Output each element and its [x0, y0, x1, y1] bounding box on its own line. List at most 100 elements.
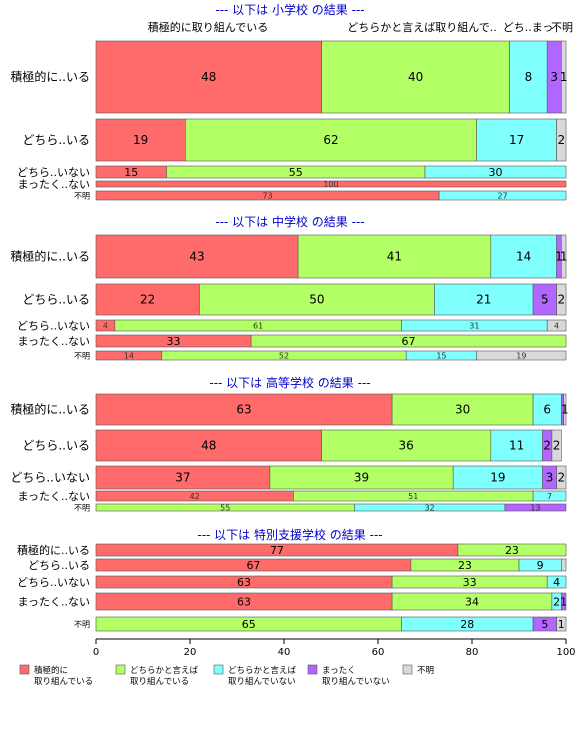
data-label: 33	[463, 576, 477, 589]
category-label: どちら..いない	[17, 576, 90, 589]
section-title: --- 以下は 中学校 の結果 ---	[215, 214, 364, 229]
data-label: 2	[553, 439, 561, 453]
data-label: 13	[530, 504, 540, 513]
category-label: どちら..いない	[10, 471, 90, 485]
data-label: 33	[167, 335, 181, 348]
data-label: 5	[541, 293, 549, 307]
data-label: 43	[189, 250, 204, 264]
data-label: 2	[557, 133, 565, 147]
data-label: 50	[309, 293, 324, 307]
bar-segment	[476, 350, 567, 361]
data-label: 39	[354, 471, 369, 485]
data-label: 30	[489, 166, 503, 179]
bar-segment	[438, 190, 567, 201]
x-tick-label: 100	[556, 647, 575, 658]
category-label: 不明	[74, 352, 90, 361]
data-label: 5	[541, 618, 548, 631]
data-label: 37	[175, 471, 190, 485]
data-label: 52	[279, 352, 289, 361]
legend-swatch	[115, 664, 126, 675]
data-label: 65	[242, 618, 256, 631]
x-tick-label: 0	[93, 647, 99, 658]
data-label: 67	[402, 335, 416, 348]
column-header: 不明	[551, 21, 573, 34]
bar-segment	[95, 40, 322, 114]
legend-swatch	[402, 664, 413, 675]
legend-swatch	[307, 664, 318, 675]
data-label: 2	[553, 596, 560, 609]
legend-swatch	[213, 664, 224, 675]
data-label: 73	[262, 192, 272, 201]
bar-segment	[95, 234, 299, 279]
bar-segment	[556, 465, 567, 490]
legend-swatch	[19, 664, 30, 675]
data-label: 3	[550, 70, 558, 84]
column-header: どちらかと言えば取り組んで..	[347, 21, 496, 34]
category-label: どちら..いる	[22, 293, 90, 307]
bar-segment	[509, 40, 548, 114]
x-tick-label: 40	[278, 647, 291, 658]
category-label: 積極的に..いる	[10, 249, 90, 264]
x-tick-label: 60	[372, 647, 385, 658]
data-label: 1	[558, 618, 565, 631]
column-header: どち..まっ	[503, 21, 554, 34]
data-label: 8	[525, 70, 533, 84]
data-label: 41	[387, 250, 402, 264]
data-label: 30	[455, 403, 470, 417]
data-label: 14	[124, 352, 134, 361]
data-label: 1	[555, 250, 563, 264]
data-label: 7	[547, 492, 552, 501]
data-label: 23	[458, 559, 472, 572]
data-label: 15	[436, 352, 446, 361]
bar-segment	[546, 319, 567, 332]
category-label: 積極的に..いる	[10, 69, 90, 84]
category-label: どちら..いる	[22, 439, 90, 453]
bar-segment	[476, 118, 557, 162]
bar-segment	[532, 490, 567, 502]
bar-segment	[563, 393, 567, 426]
x-tick-label: 80	[466, 647, 479, 658]
data-label: 4	[554, 322, 559, 331]
bar-segment	[504, 503, 567, 512]
bar-segment	[560, 558, 567, 572]
data-label: 63	[236, 403, 251, 417]
bar-segment	[95, 118, 186, 162]
data-label: 17	[509, 133, 524, 147]
data-label: 1	[560, 596, 567, 609]
category-label: どちら..いない	[17, 166, 90, 179]
category-label: まったく..ない	[17, 178, 90, 191]
data-label: 4	[103, 322, 108, 331]
legend-label: 取り組んでいない	[322, 676, 390, 687]
data-label: 1	[560, 70, 568, 84]
category-label: どちら..いない	[17, 320, 90, 333]
data-label: 77	[270, 544, 284, 557]
category-label: 積極的に..いる	[17, 543, 90, 557]
bar-segment	[560, 40, 567, 114]
data-label: 6	[543, 403, 551, 417]
data-label: 63	[237, 576, 251, 589]
data-label: 2	[543, 439, 551, 453]
data-label: 55	[220, 504, 230, 513]
legend-label: 不明	[417, 666, 434, 676]
bar-segment	[556, 118, 567, 162]
data-label: 22	[140, 293, 155, 307]
legend-label: 取り組んでいる	[130, 676, 189, 687]
bar-segment	[560, 234, 567, 279]
bar-segment	[556, 283, 567, 316]
data-label: 2	[557, 293, 565, 307]
bar-segment	[424, 165, 567, 179]
data-label: 3	[546, 471, 554, 485]
data-label: 27	[497, 192, 507, 201]
bar-segment	[95, 429, 322, 462]
data-label: 11	[509, 439, 524, 453]
data-label: 9	[537, 559, 544, 572]
data-label: 40	[408, 70, 423, 84]
data-label: 23	[505, 544, 519, 557]
legend-label: 積極的に	[34, 665, 68, 676]
data-label: 67	[246, 559, 260, 572]
bar-segment	[490, 429, 543, 462]
section-title: --- 以下は 特別支援学校 の結果 ---	[197, 527, 382, 542]
data-label: 14	[516, 250, 531, 264]
